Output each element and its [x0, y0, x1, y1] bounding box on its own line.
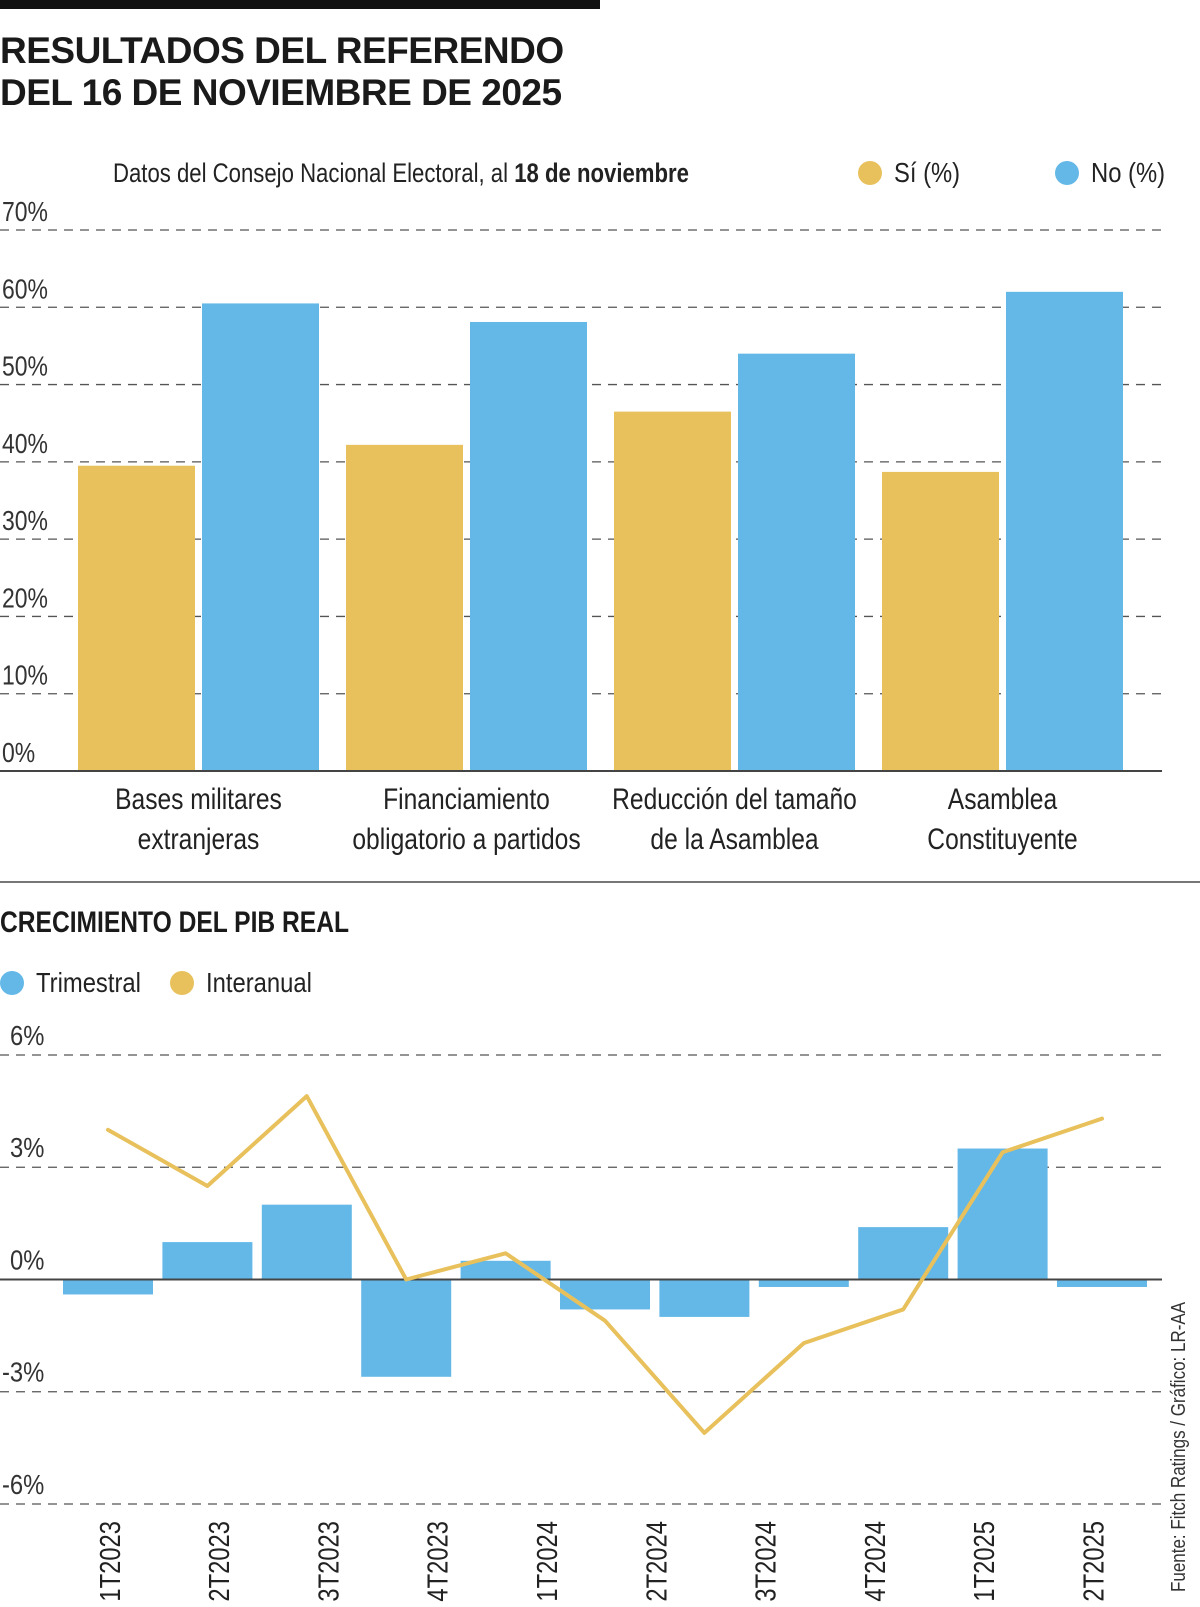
- legend-item-no: No (%): [1055, 157, 1178, 189]
- gdp-y-tick-label-4: -6%: [2, 1468, 44, 1500]
- legend-label-yes: Sí (%): [894, 157, 961, 188]
- x-category-label-1-1: obligatorio a partidos: [352, 822, 580, 856]
- gdp-y-tick-label-3: -3%: [2, 1356, 44, 1388]
- gdp-bar-5: [560, 1279, 650, 1310]
- gdp-x-tick-label-2: 3T2023: [312, 1521, 345, 1602]
- gdp-y-tick-label-2: 0%: [10, 1244, 44, 1276]
- gdp-x-tick-label-9: 2T2025: [1077, 1521, 1110, 1602]
- section-divider: [0, 881, 1200, 883]
- gdp-bar-10: [1057, 1279, 1147, 1287]
- legend-item-trimestral: Trimestral: [0, 967, 159, 999]
- gdp-bar-1: [162, 1242, 253, 1280]
- chart1-subtitle: Datos del Consejo Nacional Electoral, al…: [113, 158, 689, 189]
- gdp-interanual-line: [106, 1094, 1104, 1435]
- chart2-title: CRECIMIENTO DEL PIB REAL: [0, 906, 349, 939]
- gdp-y-tick-label-1: 3%: [10, 1131, 44, 1163]
- gdp-x-tick-label-0: 1T2023: [94, 1521, 127, 1602]
- gdp-bar-4: [460, 1260, 551, 1280]
- y-tick-label-40: 40%: [2, 429, 48, 460]
- bar-no-3: [1006, 291, 1123, 771]
- gdp-bar-9: [957, 1148, 1048, 1280]
- gdp-x-tick-label-4: 1T2024: [531, 1521, 564, 1602]
- gdp-x-tick-label-1: 2T2023: [203, 1521, 236, 1602]
- y-tick-label-30: 30%: [2, 506, 48, 537]
- gdp-bar-3: [361, 1279, 452, 1377]
- gdp-bar-6: [659, 1279, 750, 1317]
- x-category-label-0-1: extranjeras: [138, 822, 260, 856]
- legend-label-interanual: Interanual: [206, 967, 312, 998]
- legend-item-interanual: Interanual: [170, 967, 331, 999]
- x-category-label-3-1: Constituyente: [927, 822, 1077, 856]
- bar-si-1: [346, 444, 463, 771]
- bar-si-3: [882, 471, 999, 771]
- referendum-bar-chart: 0% 10% 20% 30% 40% 50% 60% 70% Bases militares ex…: [0, 197, 1162, 856]
- chart1-subtitle-text: Datos del Consejo Nacional Electoral, al: [113, 158, 515, 188]
- gdp-bar-7: [758, 1279, 849, 1287]
- legend-label-no: No (%): [1091, 157, 1166, 188]
- bar-si-0: [78, 465, 195, 771]
- y-tick-label-50: 50%: [2, 352, 48, 383]
- title-line-2: DEL 16 DE NOVIEMBRE DE 2025: [0, 72, 562, 113]
- top-rule: [0, 0, 600, 9]
- y-tick-label-0: 0%: [2, 738, 35, 769]
- x-category-label-3-0: Asamblea: [948, 782, 1058, 816]
- x-category-label-2-0: Reducción del tamaño: [612, 782, 857, 816]
- legend-swatch-trimestral: [0, 971, 24, 995]
- legend-swatch-interanual: [170, 971, 194, 995]
- y-tick-label-10: 10%: [2, 661, 48, 692]
- chart1-subtitle-date: 18 de noviembre: [514, 158, 689, 188]
- gdp-bar-2: [261, 1204, 352, 1280]
- bar-si-2: [614, 411, 731, 771]
- gdp-y-tick-label-0: 6%: [10, 1019, 44, 1051]
- x-category-label-2-1: de la Asamblea: [650, 822, 819, 856]
- legend-swatch-no: [1055, 161, 1079, 185]
- legend-item-yes: Sí (%): [858, 157, 972, 189]
- bar-no-1: [470, 321, 587, 771]
- gdp-x-tick-label-7: 4T2024: [859, 1521, 892, 1602]
- legend-swatch-yes: [858, 161, 882, 185]
- gdp-bar-8: [858, 1227, 949, 1280]
- source-note: Fuente: Fitch Ratings / Gráfico: LR-AA: [1168, 1301, 1190, 1592]
- y-tick-label-60: 60%: [2, 274, 48, 305]
- y-tick-label-70: 70%: [2, 197, 48, 228]
- gdp-bar-0: [63, 1279, 153, 1295]
- legend-label-trimestral: Trimestral: [36, 967, 141, 998]
- gdp-x-tick-label-8: 1T2025: [968, 1521, 1001, 1602]
- gdp-x-tick-label-3: 4T2023: [421, 1521, 454, 1602]
- title-line-1: RESULTADOS DEL REFERENDO: [0, 30, 564, 71]
- gdp-x-tick-label-6: 3T2024: [749, 1521, 782, 1602]
- bar-no-2: [738, 353, 855, 771]
- x-category-label-1-0: Financiamiento: [383, 782, 550, 816]
- bar-no-0: [202, 303, 319, 771]
- page-title: RESULTADOS DEL REFERENDO DEL 16 DE NOVIE…: [0, 30, 564, 114]
- y-tick-label-20: 20%: [2, 583, 48, 614]
- x-category-label-0-0: Bases militares: [115, 782, 282, 816]
- gdp-x-tick-label-5: 2T2024: [640, 1521, 673, 1602]
